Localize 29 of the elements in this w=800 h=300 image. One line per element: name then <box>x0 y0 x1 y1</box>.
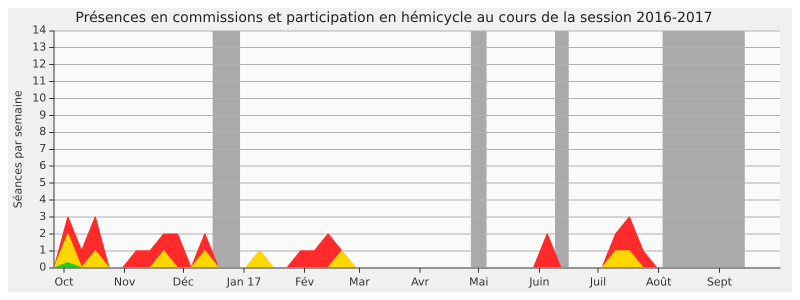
y-tick-label: 10 <box>32 91 46 104</box>
y-tick-label: 12 <box>32 58 46 71</box>
chart-title: Présences en commissions et participation en hémicycle au cours de la session 2016-2017 <box>75 10 713 26</box>
y-tick-label: 1 <box>39 244 46 257</box>
y-tick-label: 9 <box>39 108 46 122</box>
y-tick-label: 7 <box>39 142 46 156</box>
y-tick-label: 8 <box>39 125 46 138</box>
x-tick-label: Jan 17 <box>226 275 262 288</box>
x-tick-label: Déc <box>172 275 194 288</box>
x-tick-label: Nov <box>114 275 136 288</box>
x-tick-label: Sept <box>706 275 733 288</box>
x-tick-label: Mai <box>469 275 488 288</box>
y-tick-label: 14 <box>32 24 46 37</box>
x-tick-label: Mar <box>349 275 370 288</box>
x-tick-label: Fév <box>295 275 315 288</box>
y-tick-label: 2 <box>39 226 46 240</box>
y-tick-label: 5 <box>39 176 46 190</box>
y-tick-label: 4 <box>39 192 46 206</box>
x-tick-label: Juil <box>588 275 606 288</box>
x-tick-label: Oct <box>54 275 74 288</box>
x-tick-label: Juin <box>528 275 550 288</box>
y-axis-title: Séances par semaine <box>11 90 24 208</box>
y-tick-label: 6 <box>39 159 46 172</box>
y-tick-label: 11 <box>32 74 46 88</box>
y-tick-label: 0 <box>39 260 46 274</box>
x-tick-label: Août <box>646 275 672 288</box>
x-tick-label: Avr <box>411 275 430 288</box>
y-tick-label: 13 <box>32 40 46 54</box>
y-tick-label: 3 <box>39 210 46 223</box>
